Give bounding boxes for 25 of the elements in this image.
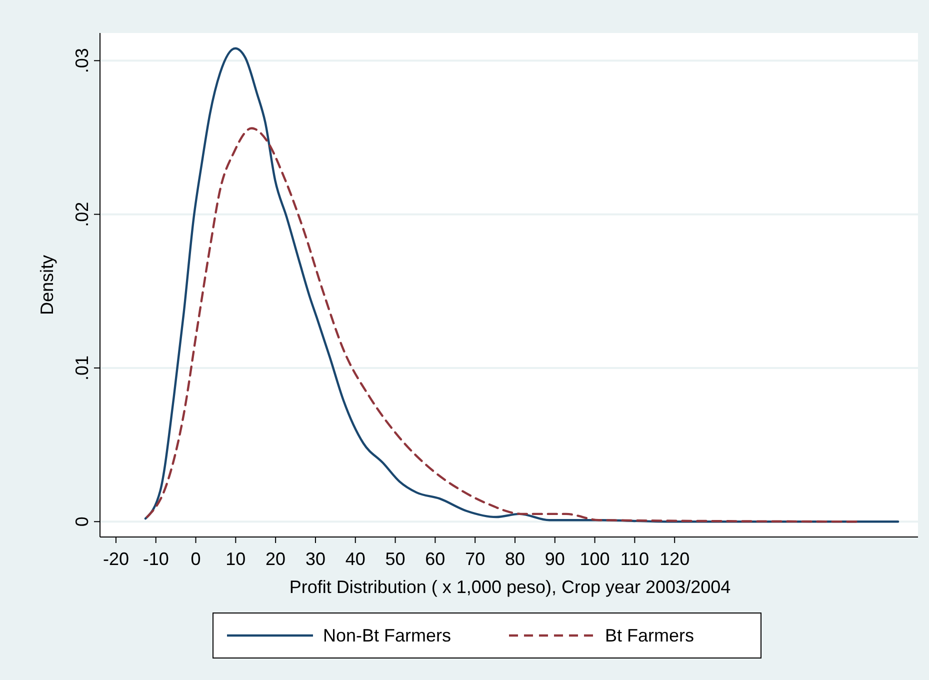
y-tick-label: .02: [72, 202, 92, 227]
line-series: [144, 47, 900, 523]
x-tick-label: 80: [504, 549, 525, 569]
x-tick-label: 30: [305, 549, 326, 569]
line-series: [146, 127, 860, 523]
x-axis-title: Profit Distribution ( x 1,000 peso), Crop year 2003/2004: [289, 577, 731, 597]
x-tick-label: -20: [102, 549, 129, 569]
x-tick-label: 60: [425, 549, 446, 569]
x-tick-label: 120: [660, 549, 690, 569]
x-tick-label: 20: [266, 549, 286, 569]
legend-label: Non-Bt Farmers: [323, 626, 452, 646]
x-tick-label: 100: [580, 549, 610, 569]
y-tick-label: 0: [72, 516, 92, 527]
x-tick-label: -10: [142, 549, 169, 569]
x-tick-label: 10: [226, 549, 246, 569]
x-tick-label: 90: [544, 549, 565, 569]
x-tick-label: 40: [345, 549, 366, 569]
legend-label: Bt Farmers: [605, 626, 694, 646]
y-tick-label: .03: [72, 48, 92, 74]
x-tick-label: 0: [190, 549, 201, 569]
y-axis-title: Density: [37, 254, 57, 316]
x-tick-label: 110: [620, 549, 650, 569]
x-tick-label: 70: [465, 549, 486, 569]
x-tick-label: 50: [385, 549, 406, 569]
y-tick-label: .01: [72, 355, 92, 380]
